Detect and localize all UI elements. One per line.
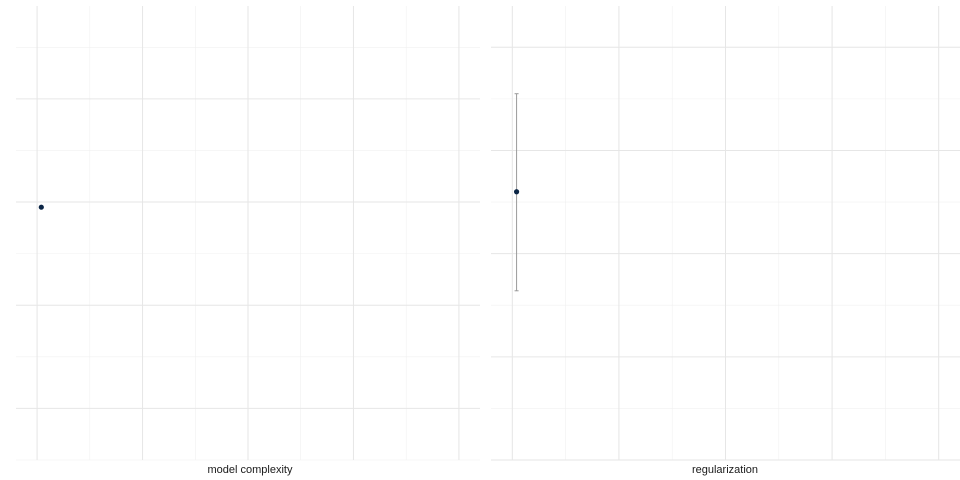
grid-regularization xyxy=(491,6,960,460)
data-point xyxy=(514,189,519,194)
grid-model-complexity xyxy=(16,6,480,460)
panel-model-complexity: model complexity xyxy=(16,6,480,476)
marks-regularization xyxy=(514,94,519,291)
data-point xyxy=(39,205,44,210)
x-axis-label-model-complexity: model complexity xyxy=(208,464,293,476)
x-axis-label-regularization: regularization xyxy=(692,464,758,476)
marks-model-complexity xyxy=(39,205,44,210)
panel-regularization: regularization xyxy=(491,6,960,476)
